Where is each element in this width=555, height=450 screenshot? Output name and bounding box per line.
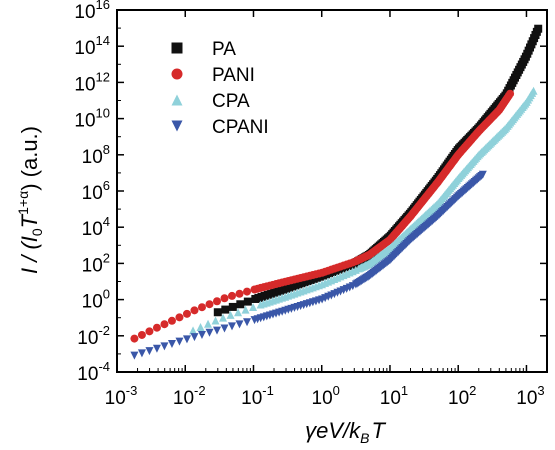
data-point <box>189 326 198 335</box>
data-point <box>220 294 229 303</box>
data-point <box>234 308 243 317</box>
legend: PA PANI CPA CPANI <box>171 39 269 138</box>
data-point <box>190 333 199 342</box>
legend-label: PA <box>212 39 236 60</box>
data-series <box>130 24 543 360</box>
data-point <box>196 323 205 332</box>
data-point <box>145 327 154 336</box>
legend-label: CPANI <box>212 117 269 138</box>
data-point <box>160 342 169 351</box>
data-point <box>137 330 146 339</box>
data-point <box>228 302 237 311</box>
y-tick-label: 1010 <box>74 106 110 132</box>
x-axis-label: γeV/kBT <box>305 418 386 446</box>
y-tick-label: 106 <box>82 178 110 204</box>
data-point <box>190 306 199 315</box>
data-point <box>175 337 184 346</box>
data-point <box>130 334 139 343</box>
data-point <box>197 303 206 312</box>
data-point <box>226 310 235 319</box>
data-point <box>211 316 220 325</box>
y-tick-label: 10-2 <box>77 323 110 349</box>
y-axis-ticks: 10-4 10-2 100 102 104 106 108 1010 1012 1014 1016 <box>74 0 547 385</box>
y-tick-label: 102 <box>82 250 110 276</box>
data-point <box>243 297 252 306</box>
data-point <box>204 319 213 328</box>
data-point <box>130 351 139 360</box>
legend-label: PANI <box>212 65 255 86</box>
x-tick-label: 103 <box>516 383 544 409</box>
data-point <box>167 340 176 349</box>
legend-marker <box>171 94 183 106</box>
data-point <box>205 300 214 309</box>
data-point <box>152 323 161 332</box>
data-point <box>478 170 487 179</box>
data-point <box>182 335 191 344</box>
data-point <box>228 322 237 331</box>
data-point <box>182 309 191 318</box>
legend-item-pa: PA <box>171 39 236 60</box>
series-cpa <box>189 86 538 335</box>
data-point <box>167 316 176 325</box>
data-point <box>243 318 252 327</box>
data-point <box>235 289 244 298</box>
data-point <box>175 313 184 322</box>
data-point <box>212 297 221 306</box>
y-tick-label: 100 <box>82 287 110 313</box>
data-point <box>160 320 169 329</box>
legend-marker <box>171 68 183 80</box>
legend-label: CPA <box>212 91 250 112</box>
data-point <box>529 86 538 95</box>
data-point <box>197 330 206 339</box>
data-point <box>137 349 146 358</box>
data-point <box>249 302 258 311</box>
data-point <box>235 320 244 329</box>
x-tick-label: 101 <box>380 383 408 409</box>
y-tick-label: 1014 <box>74 33 110 59</box>
x-tick-label: 10-1 <box>241 383 274 409</box>
data-point <box>534 24 543 33</box>
x-axis-ticks: 10-3 10-2 10-1 100 101 102 103 <box>105 10 548 409</box>
series-cpani <box>130 170 487 360</box>
data-point <box>219 313 228 322</box>
legend-item-cpani: CPANI <box>171 117 269 138</box>
x-tick-label: 10-3 <box>105 383 138 409</box>
y-axis-label: I / (I0T1+α) (a.u.) <box>15 126 45 274</box>
legend-marker <box>171 120 183 132</box>
data-point <box>205 328 214 337</box>
series-pani <box>130 89 515 343</box>
data-point <box>212 326 221 335</box>
legend-item-cpa: CPA <box>171 91 250 112</box>
data-point <box>241 305 250 314</box>
data-point <box>236 300 245 309</box>
legend-item-pani: PANI <box>171 65 255 86</box>
data-point <box>213 308 222 317</box>
data-point <box>152 344 161 353</box>
y-tick-label: 1012 <box>74 69 110 95</box>
x-tick-label: 100 <box>312 383 340 409</box>
x-tick-label: 102 <box>448 383 476 409</box>
data-point <box>243 287 252 296</box>
y-tick-label: 10-4 <box>77 359 110 385</box>
data-point <box>228 291 237 300</box>
y-tick-label: 104 <box>82 214 110 240</box>
y-tick-label: 1016 <box>74 0 110 23</box>
legend-marker <box>171 42 183 54</box>
x-tick-label: 10-2 <box>173 383 206 409</box>
y-tick-label: 108 <box>82 142 110 168</box>
data-point <box>145 347 154 356</box>
data-point <box>506 89 515 98</box>
data-point <box>221 305 230 314</box>
data-point <box>220 324 229 333</box>
